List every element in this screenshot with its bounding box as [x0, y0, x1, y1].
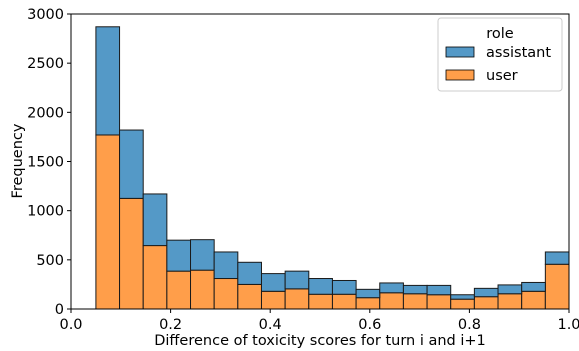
x-tick-label: 0.2 — [159, 317, 182, 333]
y-axis-label: Frequency — [10, 123, 26, 198]
x-tick-label: 0.6 — [358, 317, 381, 333]
legend: role assistant user — [437, 17, 563, 92]
bar-user — [497, 293, 523, 310]
y-tick-label: 2000 — [27, 105, 64, 121]
bar-user — [119, 197, 144, 310]
bar-assistant — [95, 26, 121, 136]
bar-user — [355, 297, 381, 310]
bar-assistant — [213, 251, 239, 280]
x-tick-label: 0.4 — [259, 317, 282, 333]
bar-user — [308, 293, 333, 310]
y-tick-label: 1000 — [27, 204, 64, 220]
bar-assistant — [166, 239, 192, 272]
x-tick-label: 1.0 — [557, 317, 579, 333]
bar-assistant — [379, 282, 404, 294]
bar-user — [544, 263, 570, 310]
y-tick-label: 3000 — [27, 7, 64, 23]
bar-assistant — [284, 270, 310, 290]
y-tick-label: 0 — [55, 302, 64, 318]
bar-user — [284, 288, 310, 310]
bar-assistant — [355, 288, 381, 299]
y-tick-label: 1500 — [27, 155, 64, 171]
x-axis-label: Difference of toxicity scores for turn i… — [154, 333, 486, 349]
bar-user — [402, 293, 428, 310]
bar-assistant — [142, 193, 168, 247]
bar-assistant — [450, 294, 475, 300]
y-tick-label: 500 — [36, 253, 64, 269]
bar-user — [237, 283, 262, 310]
legend-title: role — [486, 26, 514, 42]
bar-assistant — [331, 279, 357, 295]
bar-assistant — [473, 287, 499, 298]
bar-assistant — [260, 273, 286, 292]
bar-assistant — [497, 284, 523, 295]
bar-assistant — [119, 129, 144, 199]
bar-user — [331, 293, 357, 310]
bar-assistant — [402, 284, 428, 295]
bar-user — [190, 269, 215, 310]
bar-user — [142, 245, 168, 310]
bar-assistant — [190, 239, 215, 271]
bar-user — [379, 292, 404, 310]
legend-label-user: user — [486, 68, 518, 84]
bar-assistant — [544, 251, 570, 265]
bar-user — [426, 294, 452, 310]
bar-user — [260, 290, 286, 310]
bar-user — [473, 296, 499, 310]
x-axis-ticks: 0.0 0.2 0.4 0.6 0.8 1.0 — [59, 309, 579, 333]
bars-layer — [95, 26, 570, 310]
bar-user — [213, 278, 239, 310]
y-axis-ticks: 0 500 1000 1500 2000 2500 3000 — [27, 7, 71, 318]
y-tick-label: 2500 — [27, 56, 64, 72]
legend-swatch-assistant — [445, 46, 475, 58]
bar-assistant — [426, 284, 452, 296]
bar-assistant — [237, 261, 262, 285]
bar-user — [166, 270, 192, 310]
x-tick-label: 0.0 — [59, 317, 82, 333]
bar-user — [521, 290, 546, 310]
bar-assistant — [308, 278, 333, 295]
bar-user — [450, 298, 475, 310]
bar-user — [95, 134, 121, 310]
legend-swatch-user — [445, 69, 475, 81]
x-tick-label: 0.8 — [458, 317, 481, 333]
legend-label-assistant: assistant — [486, 45, 551, 61]
bar-assistant — [521, 281, 546, 292]
